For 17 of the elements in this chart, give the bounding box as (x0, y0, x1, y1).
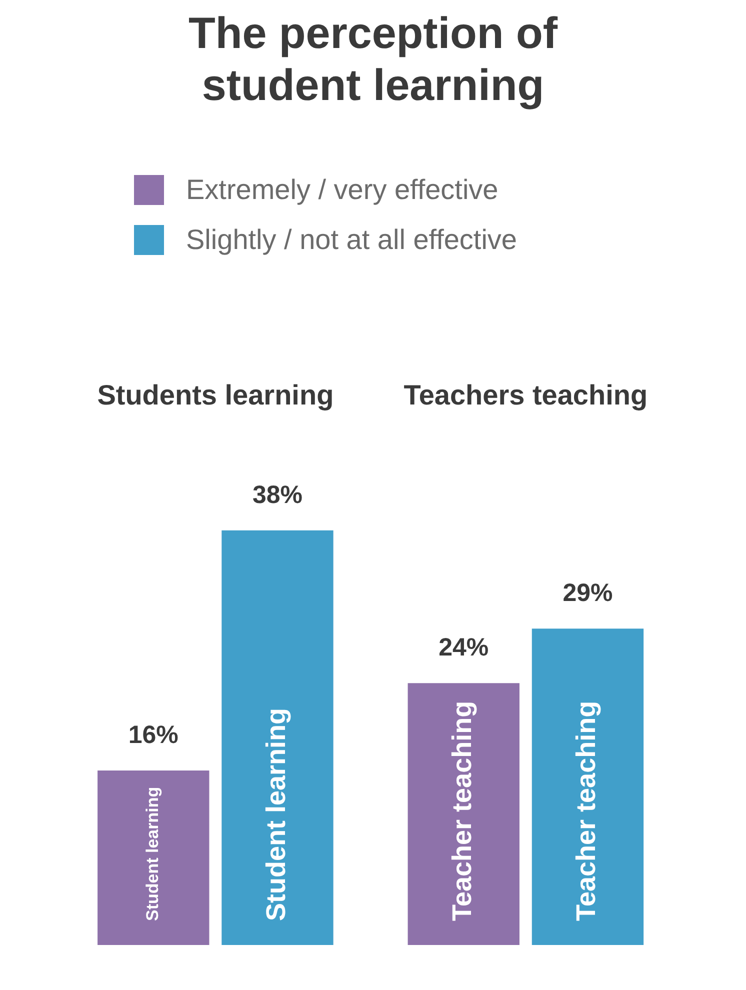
data-label: 24% (438, 634, 489, 662)
annotation: Student learning (143, 786, 162, 921)
bar (532, 628, 644, 945)
legend-label: Extremely / very effective (186, 174, 498, 206)
data-label: 29% (562, 579, 613, 607)
x-tick-label: Teachers teaching (404, 380, 648, 411)
data-label: 16% (128, 720, 178, 749)
legend-label: Slightly / not at all effective (186, 224, 517, 256)
bar (222, 530, 334, 945)
annotation: Student learning (260, 708, 291, 921)
data-label: 38% (252, 480, 303, 509)
chart-title: The perception of student learning (187, 8, 559, 112)
x-tick-label: Students learning (97, 380, 334, 411)
annotation: Teacher teaching (447, 700, 478, 921)
bar (98, 770, 210, 945)
annotation: Teacher teaching (571, 700, 602, 921)
bar (408, 683, 520, 945)
